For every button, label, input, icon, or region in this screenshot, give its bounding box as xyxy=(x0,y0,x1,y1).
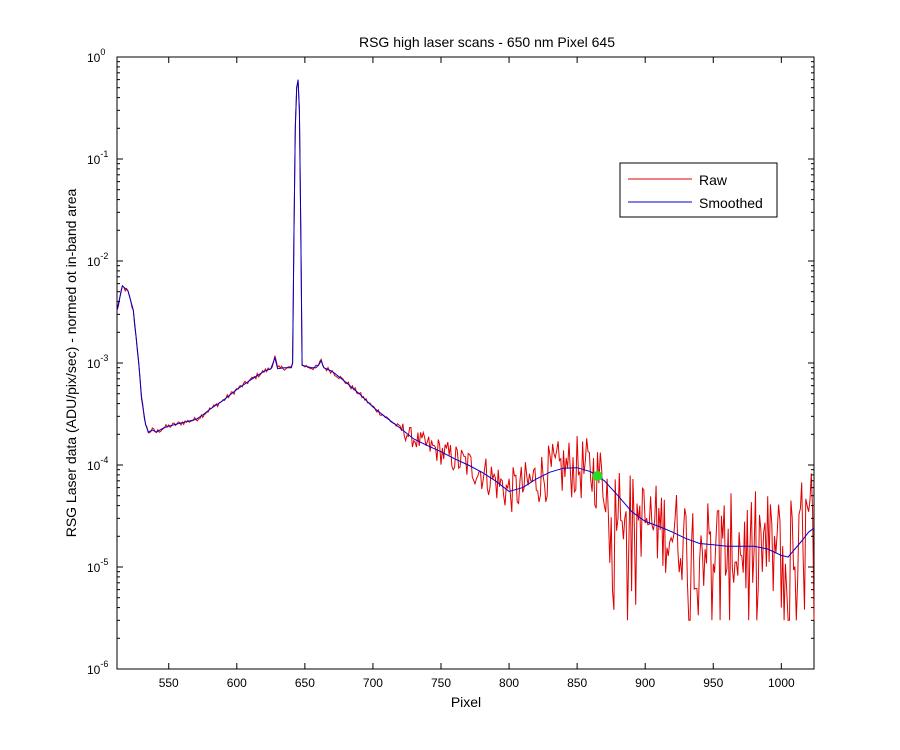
legend: Raw Smoothed xyxy=(619,162,778,218)
y-tick-label: 10-5 xyxy=(87,557,108,575)
series-smoothed-line xyxy=(116,79,815,558)
plot-frame xyxy=(116,56,815,670)
x-tick-label: 700 xyxy=(363,676,383,690)
x-axis-ticks: 550 600 650 700 750 800 850 900 950 1000 xyxy=(159,57,795,690)
y-tick-label: 10-2 xyxy=(87,251,108,269)
legend-label-raw: Raw xyxy=(699,172,728,188)
x-tick-label: 900 xyxy=(635,676,655,690)
x-tick-label: 850 xyxy=(567,676,587,690)
y-axis-label: RSG Laser data (ADU/pix/sec) - normed ot… xyxy=(63,188,79,537)
series-layer xyxy=(116,79,815,621)
x-tick-label: 550 xyxy=(159,676,179,690)
x-tick-label: 1000 xyxy=(768,676,795,690)
x-tick-label: 750 xyxy=(431,676,451,690)
highlight-marker xyxy=(592,471,603,482)
x-tick-label: 950 xyxy=(703,676,723,690)
plot-area xyxy=(116,56,815,670)
marker-layer xyxy=(592,471,603,482)
y-tick-label: 10-3 xyxy=(87,353,108,371)
x-tick-label: 600 xyxy=(227,676,247,690)
y-tick-label: 10-4 xyxy=(87,455,108,473)
y-tick-label: 10-1 xyxy=(87,149,108,167)
y-axis-ticks: 10-6 10-5 10-4 10-3 10-2 10-1 100 xyxy=(87,47,814,677)
x-axis-label: Pixel xyxy=(451,694,481,710)
x-tick-label: 650 xyxy=(295,676,315,690)
x-tick-label: 800 xyxy=(499,676,519,690)
y-tick-label: 100 xyxy=(87,47,105,65)
legend-box xyxy=(619,162,778,218)
y-tick-label: 10-6 xyxy=(87,659,108,677)
legend-label-smoothed: Smoothed xyxy=(699,195,763,211)
chart-title: RSG high laser scans - 650 nm Pixel 645 xyxy=(359,34,615,50)
